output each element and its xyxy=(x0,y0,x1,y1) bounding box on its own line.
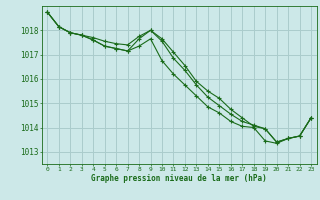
X-axis label: Graphe pression niveau de la mer (hPa): Graphe pression niveau de la mer (hPa) xyxy=(91,174,267,183)
